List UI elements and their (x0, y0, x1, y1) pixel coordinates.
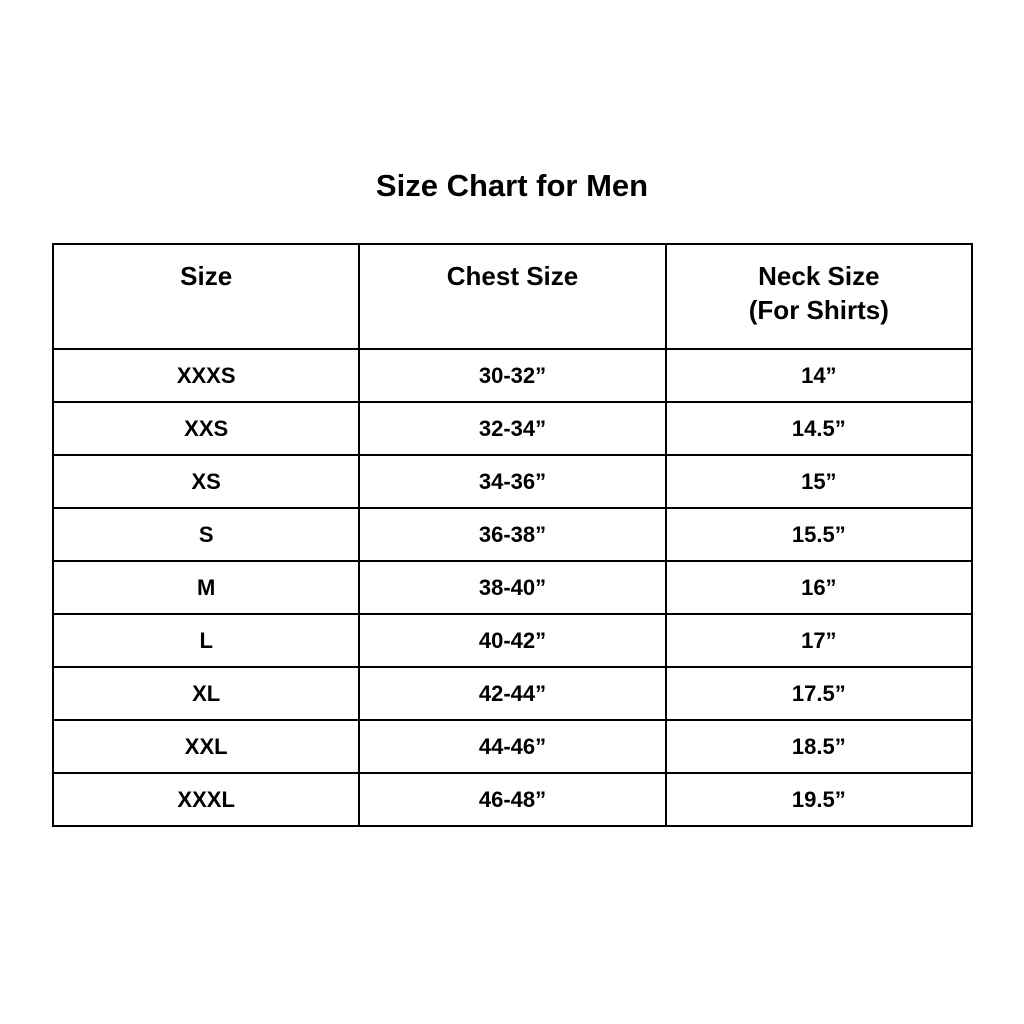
cell-chest: 32-34” (358, 401, 667, 456)
cell-size: XXXL (51, 772, 361, 827)
cell-chest: 42-44” (358, 666, 667, 721)
header-size: Size (51, 243, 361, 350)
cell-chest: 38-40” (358, 560, 667, 615)
cell-chest: 40-42” (358, 613, 667, 668)
cell-size: XL (51, 666, 361, 721)
cell-size: M (51, 560, 361, 615)
cell-neck: 19.5” (664, 772, 974, 827)
cell-size: S (51, 507, 361, 562)
header-chest-size: Chest Size (358, 243, 667, 350)
table-row: XL 42-44” 17.5” (51, 666, 974, 721)
table-row: XXS 32-34” 14.5” (51, 401, 974, 456)
table-row: S 36-38” 15.5” (51, 507, 974, 562)
page-title: Size Chart for Men (375, 168, 649, 203)
cell-neck: 17.5” (664, 666, 974, 721)
cell-neck: 14” (664, 348, 974, 403)
table-row: XS 34-36” 15” (51, 454, 974, 509)
cell-neck: 15.5” (664, 507, 974, 562)
size-chart-table: Size Chest Size Neck Size (For Shirts) X… (51, 243, 974, 827)
cell-chest: 30-32” (358, 348, 667, 403)
cell-chest: 46-48” (358, 772, 667, 827)
cell-neck: 15” (664, 454, 974, 509)
header-neck-size: Neck Size (For Shirts) (664, 243, 974, 350)
header-row: Size Chest Size Neck Size (For Shirts) (51, 243, 974, 350)
table-row: XXXL 46-48” 19.5” (51, 772, 974, 827)
cell-chest: 34-36” (358, 454, 667, 509)
header-neck-label: Neck Size (758, 261, 880, 291)
cell-neck: 18.5” (664, 719, 974, 774)
cell-size: XXS (51, 401, 361, 456)
cell-size: XXL (51, 719, 361, 774)
cell-neck: 14.5” (664, 401, 974, 456)
cell-neck: 17” (664, 613, 974, 668)
cell-size: XXXS (51, 348, 361, 403)
table-row: L 40-42” 17” (51, 613, 974, 668)
table-row: XXL 44-46” 18.5” (51, 719, 974, 774)
table-row: XXXS 30-32” 14” (51, 348, 974, 403)
cell-neck: 16” (664, 560, 974, 615)
table-row: M 38-40” 16” (51, 560, 974, 615)
cell-chest: 44-46” (358, 719, 667, 774)
cell-chest: 36-38” (358, 507, 667, 562)
header-neck-sublabel: (For Shirts) (748, 295, 889, 325)
cell-size: L (51, 613, 361, 668)
cell-size: XS (51, 454, 361, 509)
